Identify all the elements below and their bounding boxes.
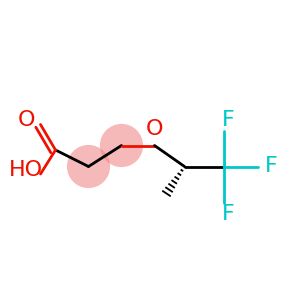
- Text: F: F: [222, 110, 234, 130]
- Circle shape: [67, 145, 110, 188]
- Text: HO: HO: [8, 160, 43, 179]
- Text: O: O: [17, 110, 35, 130]
- Text: O: O: [146, 119, 163, 139]
- Text: F: F: [222, 204, 234, 224]
- Circle shape: [100, 124, 143, 167]
- Text: F: F: [265, 157, 278, 176]
